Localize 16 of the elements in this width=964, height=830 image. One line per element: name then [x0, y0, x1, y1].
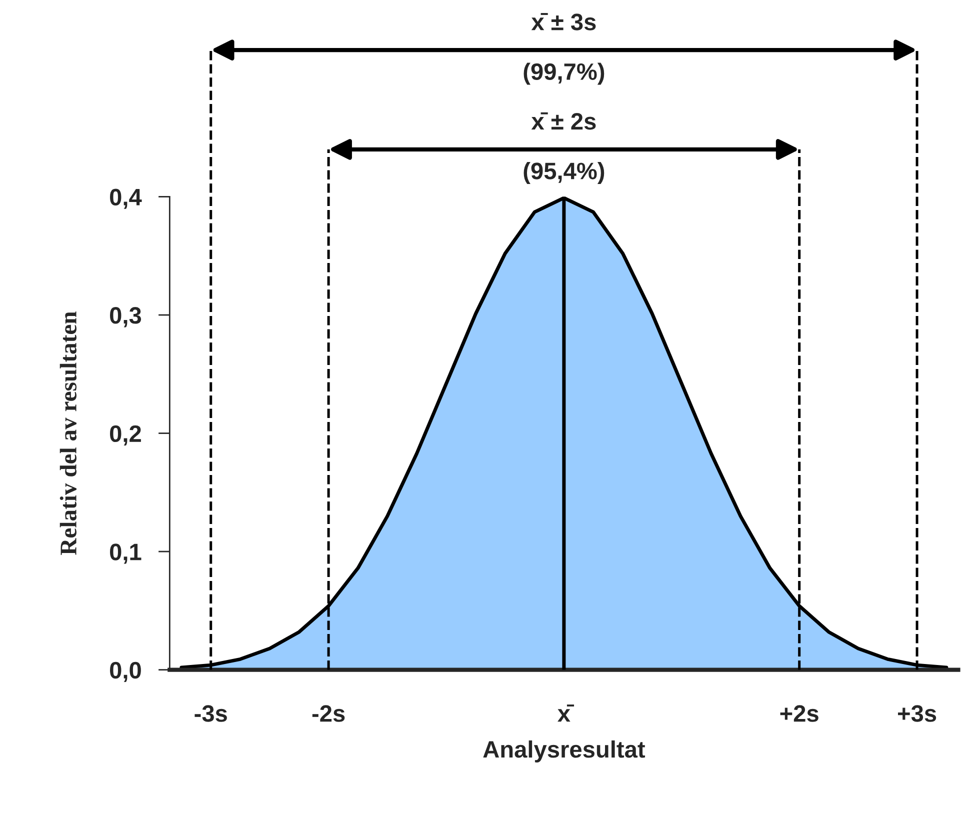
text: (95,4%)	[524, 162, 604, 184]
y-tick-label: 0,2	[110, 425, 141, 446]
y-tick-label: 0,4	[110, 188, 142, 209]
text: x̄ ± 2s	[531, 112, 596, 130]
x-tick-label: +2s	[780, 705, 818, 722]
y-tick-label: 0,0	[110, 662, 141, 682]
y-tick-label: 0,3	[110, 307, 142, 328]
x-tick-label: +3s	[898, 705, 936, 722]
x-tick-label: -2s	[312, 705, 345, 722]
y-axis-title: Relativ del av resultaten	[60, 312, 77, 555]
y-tick-label: 0,1	[110, 544, 142, 564]
x-tick-label: -3s	[194, 705, 227, 722]
x-tick-label: x̄	[558, 704, 574, 722]
text: x̄ ± 3s	[531, 13, 596, 30]
x-axis-title: Analysresultat	[483, 740, 646, 762]
text: (99,7%)	[524, 62, 604, 85]
